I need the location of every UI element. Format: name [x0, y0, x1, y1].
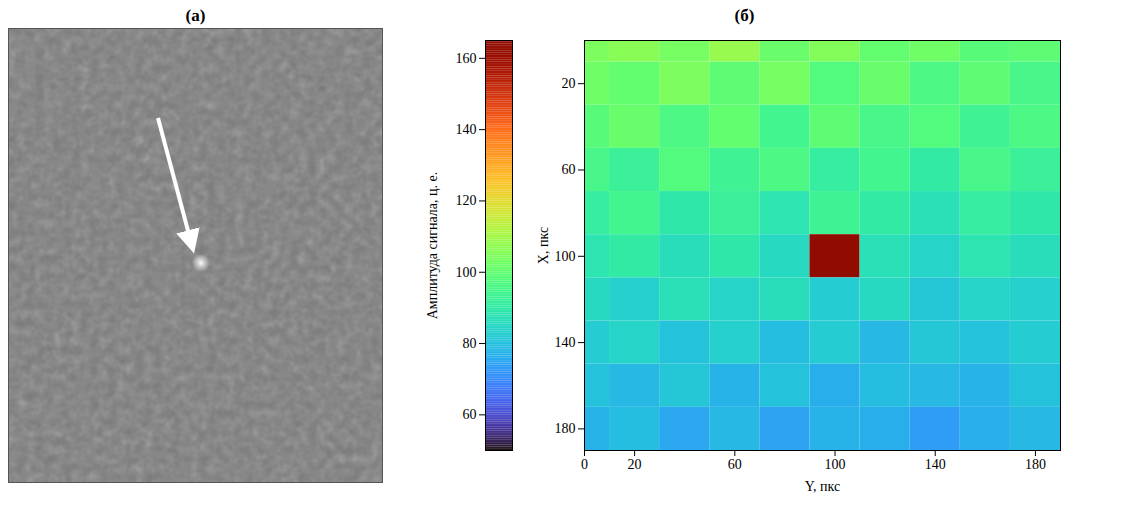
svg-text:20: 20	[628, 457, 642, 472]
svg-text:140: 140	[555, 335, 576, 350]
svg-text:60: 60	[463, 407, 477, 422]
svg-text:X, пкс: X, пкс	[536, 227, 551, 264]
svg-text:Y, пкс: Y, пкс	[805, 479, 840, 494]
svg-text:100: 100	[825, 457, 846, 472]
svg-text:100: 100	[456, 265, 477, 280]
html-text:(б): (б)	[734, 6, 755, 25]
svg-text:0: 0	[581, 457, 588, 472]
svg-text:140: 140	[456, 122, 477, 137]
svg-text:180: 180	[1025, 457, 1046, 472]
svg-text:80: 80	[463, 336, 477, 351]
html-text:(а): (а)	[185, 6, 206, 25]
svg-text:20: 20	[562, 76, 576, 91]
svg-text:Амплитуда сигнала, ц. е.: Амплитуда сигнала, ц. е.	[425, 172, 440, 320]
svg-text:120: 120	[456, 193, 477, 208]
svg-text:180: 180	[555, 421, 576, 436]
svg-text:100: 100	[555, 249, 576, 264]
svg-text:60: 60	[728, 457, 742, 472]
svg-text:160: 160	[456, 51, 477, 66]
svg-text:60: 60	[562, 162, 576, 177]
svg-text:140: 140	[925, 457, 946, 472]
